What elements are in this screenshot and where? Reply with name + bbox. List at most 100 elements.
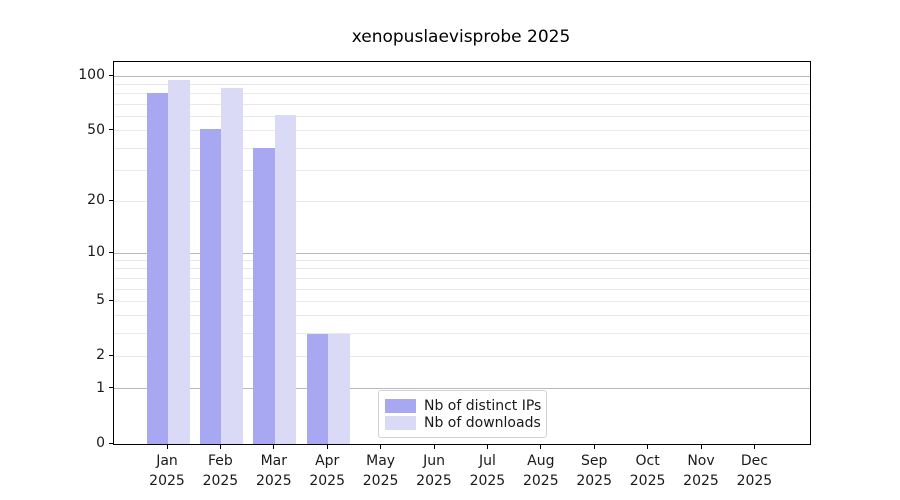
legend-entry-distinct-ips: Nb of distinct IPs: [385, 397, 542, 414]
x-tick-label-may-2025: May 2025: [346, 451, 416, 491]
x-tick-label-line: Apr: [315, 453, 340, 469]
x-tick-label-line: Jul: [478, 453, 496, 469]
x-tick-label-jul-2025: Jul 2025: [452, 451, 522, 491]
x-tick-label-line: 2025: [629, 473, 666, 489]
y-tick-0: [109, 442, 113, 444]
x-tick-label-line: 2025: [736, 473, 773, 489]
x-tick-jan-2025: [166, 445, 168, 449]
plot-area: [113, 61, 811, 445]
x-tick-label-line: Nov: [687, 453, 715, 469]
legend-swatch-distinct-ips: [385, 398, 416, 413]
x-tick-jun-2025: [433, 445, 435, 449]
bar-nb-of-downloads-feb-2025: [221, 88, 243, 444]
y-tick-label-0: 0: [96, 435, 105, 451]
gridline-major-1: [114, 388, 810, 390]
y-tick-50: [109, 129, 113, 131]
legend-swatch-downloads: [385, 415, 416, 430]
x-tick-label-line: 2025: [683, 473, 719, 489]
x-tick-label-dec-2025: Dec 2025: [719, 451, 789, 491]
y-tick-label-10: 10: [87, 244, 105, 260]
gridline-minor-6: [114, 288, 810, 290]
y-tick-label-2: 2: [96, 347, 105, 364]
x-tick-label-line: 2025: [309, 473, 345, 489]
gridline-minor-5: [114, 300, 810, 302]
x-tick-label-line: 2025: [362, 473, 399, 489]
x-tick-label-line: Feb: [207, 453, 233, 469]
legend-label-downloads: Nb of downloads: [424, 414, 541, 431]
y-tick-20: [109, 199, 113, 201]
x-tick-oct-2025: [647, 445, 649, 449]
x-tick-label-nov-2025: Nov 2025: [666, 451, 736, 491]
x-tick-label-line: Mar: [260, 453, 287, 469]
x-tick-label-feb-2025: Feb 2025: [185, 451, 255, 491]
x-tick-aug-2025: [540, 445, 542, 449]
gridline-minor-50: [114, 130, 810, 132]
bar-nb-of-distinct-ips-jan-2025: [146, 92, 168, 444]
gridline-minor-40: [114, 147, 810, 149]
x-tick-label-line: 2025: [576, 473, 612, 489]
x-tick-label-line: Sep: [580, 453, 608, 469]
x-tick-apr-2025: [326, 445, 328, 449]
gridline-minor-20: [114, 200, 810, 202]
x-tick-may-2025: [380, 445, 382, 449]
gridline-minor-60: [114, 116, 810, 118]
legend: Nb of distinct IPs Nb of downloads: [378, 390, 547, 438]
y-tick-2: [109, 354, 113, 356]
y-tick-label-100: 100: [78, 67, 105, 84]
y-tick-label-20: 20: [87, 192, 105, 209]
gridline-minor-2: [114, 355, 810, 357]
x-tick-label-line: Aug: [527, 453, 555, 469]
x-tick-label-apr-2025: Apr 2025: [292, 451, 362, 491]
x-tick-label-mar-2025: Mar 2025: [239, 451, 309, 491]
legend-label-distinct-ips: Nb of distinct IPs: [424, 397, 542, 414]
x-tick-label-line: Jan: [156, 453, 178, 469]
x-tick-label-oct-2025: Oct 2025: [613, 451, 683, 491]
chart-title: xenopuslaevisprobe 2025: [351, 27, 571, 47]
x-tick-label-line: 2025: [416, 473, 452, 489]
bar-nb-of-downloads-mar-2025: [274, 115, 297, 444]
gridline-minor-80: [114, 93, 810, 95]
x-tick-label-line: May: [366, 453, 396, 469]
gridline-minor-30: [114, 169, 810, 171]
x-tick-mar-2025: [273, 445, 275, 449]
x-tick-label-jan-2025: Jan 2025: [132, 451, 202, 491]
x-tick-dec-2025: [753, 445, 755, 449]
x-tick-sep-2025: [593, 445, 595, 449]
bar-nb-of-downloads-apr-2025: [328, 333, 350, 444]
gridline-major-10: [114, 252, 810, 254]
gridline-minor-8: [114, 268, 810, 270]
x-tick-label-line: 2025: [469, 473, 506, 489]
bar-nb-of-downloads-jan-2025: [168, 79, 190, 444]
gridline-minor-4: [114, 315, 810, 317]
x-tick-label-line: Dec: [740, 453, 768, 469]
x-tick-label-aug-2025: Aug 2025: [506, 451, 576, 491]
y-tick-100: [109, 74, 113, 76]
x-tick-jul-2025: [486, 445, 488, 449]
bar-nb-of-distinct-ips-mar-2025: [253, 148, 275, 444]
bar-nb-of-distinct-ips-feb-2025: [199, 129, 222, 444]
y-tick-label-5: 5: [96, 292, 105, 309]
x-tick-label-line: 2025: [149, 473, 185, 489]
y-tick-label-1: 1: [96, 379, 105, 396]
x-tick-label-jun-2025: Jun 2025: [399, 451, 469, 491]
x-tick-label-line: Oct: [635, 453, 660, 469]
x-tick-label-line: Jun: [423, 453, 445, 469]
gridline-minor-70: [114, 103, 810, 105]
x-tick-label-line: 2025: [522, 473, 559, 489]
x-tick-label-sep-2025: Sep 2025: [559, 451, 629, 491]
y-tick-5: [109, 299, 113, 301]
gridline-minor-7: [114, 277, 810, 279]
gridline-minor-9: [114, 260, 810, 262]
gridline-minor-3: [114, 333, 810, 335]
x-tick-nov-2025: [700, 445, 702, 449]
legend-entry-downloads: Nb of downloads: [385, 414, 541, 431]
gridline-minor-90: [114, 84, 810, 86]
y-tick-10: [109, 251, 113, 253]
y-tick-1: [109, 387, 113, 389]
gridline-major-100: [114, 75, 810, 77]
y-tick-label-50: 50: [87, 121, 105, 138]
x-tick-label-line: 2025: [202, 473, 239, 489]
x-tick-label-line: 2025: [255, 473, 292, 489]
bar-nb-of-distinct-ips-apr-2025: [306, 333, 329, 444]
